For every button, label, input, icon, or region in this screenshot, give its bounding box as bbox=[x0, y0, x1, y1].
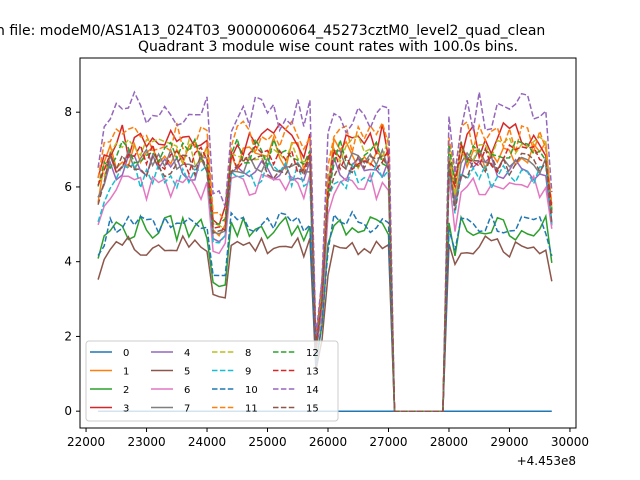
x-tick-label: 23000 bbox=[127, 435, 165, 449]
series-line-14 bbox=[97, 90, 553, 412]
legend-label-1: 1 bbox=[123, 367, 129, 378]
x-tick-label: 30000 bbox=[551, 435, 589, 449]
legend-label-3: 3 bbox=[123, 404, 129, 415]
legend-label-14: 14 bbox=[306, 385, 319, 396]
legend-label-2: 2 bbox=[123, 385, 129, 396]
legend-label-4: 4 bbox=[184, 348, 190, 359]
legend-label-13: 13 bbox=[306, 367, 319, 378]
legend-label-9: 9 bbox=[245, 367, 251, 378]
series-line-5 bbox=[97, 234, 553, 412]
x-tick-label: 25000 bbox=[248, 435, 286, 449]
legend-label-0: 0 bbox=[123, 348, 129, 359]
y-tick-label: 8 bbox=[64, 105, 72, 119]
legend-label-11: 11 bbox=[245, 404, 258, 415]
y-tick-label: 4 bbox=[64, 255, 72, 269]
y-tick-label: 0 bbox=[64, 404, 72, 418]
x-tick-label: 29000 bbox=[490, 435, 528, 449]
x-axis: 22000 23000 24000 25000 26000 27000 28000 29000… bbox=[67, 428, 589, 449]
x-tick-label: 28000 bbox=[430, 435, 468, 449]
series-line-15 bbox=[97, 150, 553, 412]
legend-box bbox=[85, 340, 339, 422]
x-tick-label: 27000 bbox=[369, 435, 407, 449]
legend-label-7: 7 bbox=[184, 404, 190, 415]
series-line-10 bbox=[97, 210, 553, 412]
x-tick-label: 22000 bbox=[67, 435, 105, 449]
legend-label-8: 8 bbox=[245, 348, 251, 359]
legend-label-6: 6 bbox=[184, 385, 190, 396]
y-tick-label: 2 bbox=[64, 329, 72, 343]
series-layer bbox=[97, 90, 553, 412]
y-axis: 0 2 4 6 8 bbox=[64, 105, 80, 418]
legend-label-15: 15 bbox=[306, 404, 319, 415]
figure-suptitle: n file: modeM0/AS1A13_024T03_9000006064_… bbox=[0, 23, 545, 39]
x-axis-offset-label: +4.453e8 bbox=[517, 454, 576, 468]
series-line-6 bbox=[97, 171, 553, 412]
legend-label-10: 10 bbox=[245, 385, 258, 396]
series-line-13 bbox=[97, 141, 553, 412]
y-tick-label: 6 bbox=[64, 180, 72, 194]
x-tick-label: 26000 bbox=[309, 435, 347, 449]
series-line-2 bbox=[97, 213, 553, 412]
legend-label-5: 5 bbox=[184, 367, 190, 378]
legend-label-12: 12 bbox=[306, 348, 319, 359]
chart-title: Quadrant 3 module wise count rates with … bbox=[138, 39, 518, 55]
x-tick-label: 24000 bbox=[188, 435, 226, 449]
